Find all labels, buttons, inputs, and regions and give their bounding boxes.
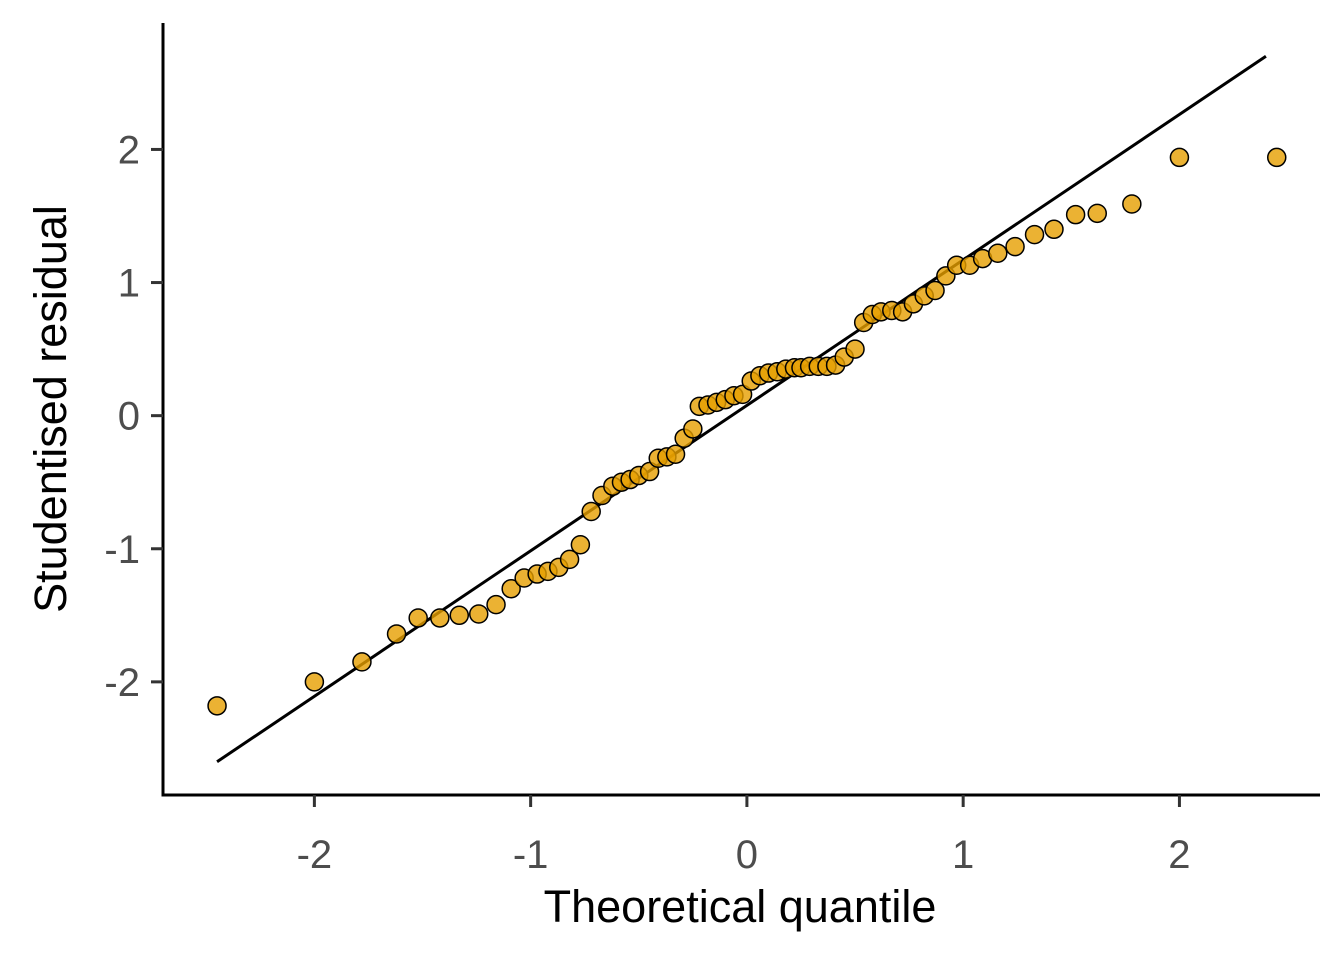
data-point (1087, 203, 1108, 224)
data-point (449, 605, 470, 626)
data-point (486, 594, 506, 615)
reference-line (216, 55, 1267, 763)
y-axis-ticks: -2 -1 0 1 2 (104, 128, 163, 705)
data-point (665, 444, 686, 465)
data-point (468, 604, 489, 624)
data-point (408, 608, 428, 628)
data-point (683, 419, 703, 439)
y-tick-label: 0 (118, 395, 140, 439)
data-point (304, 672, 325, 692)
data-point (1005, 236, 1025, 257)
x-tick-label: -1 (513, 833, 549, 877)
data-point (845, 339, 865, 359)
data-point (501, 578, 521, 599)
x-axis-title: Theoretical quantile (544, 881, 937, 932)
data-points (207, 147, 1287, 716)
data-point (570, 535, 591, 555)
data-point (207, 696, 227, 716)
data-point (352, 652, 372, 672)
data-point (1024, 224, 1045, 245)
data-point (1122, 194, 1142, 214)
x-tick-label: 1 (952, 833, 974, 877)
y-tick-label: -2 (104, 661, 140, 705)
data-point (1065, 204, 1086, 225)
y-tick-label: -1 (104, 528, 140, 572)
data-point (1044, 219, 1064, 240)
x-axis-ticks: -2 -1 0 1 2 (297, 795, 1191, 877)
data-point (581, 501, 601, 522)
x-tick-label: 2 (1168, 833, 1190, 877)
x-tick-label: 0 (736, 833, 758, 877)
data-point (925, 280, 945, 301)
data-point (1266, 147, 1287, 168)
data-point (386, 624, 407, 644)
y-tick-label: 2 (118, 128, 140, 172)
data-point (1169, 147, 1190, 168)
data-point (988, 243, 1008, 264)
data-point (430, 608, 450, 628)
x-tick-label: -2 (297, 833, 333, 877)
data-point (559, 549, 580, 570)
y-tick-label: 1 (118, 262, 140, 306)
y-axis-title: Studentised residual (25, 205, 76, 613)
